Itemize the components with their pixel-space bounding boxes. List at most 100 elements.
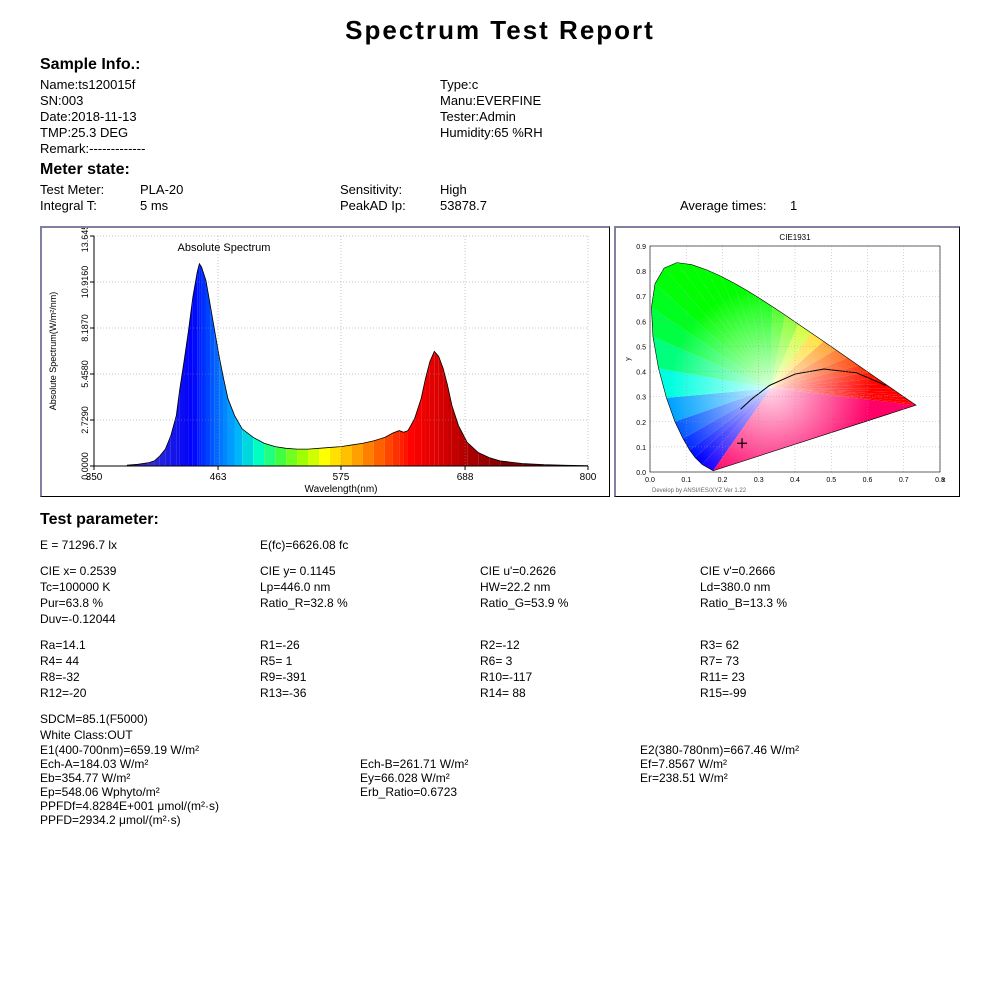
svg-text:0.2: 0.2 bbox=[717, 477, 727, 484]
sample-humidity: Humidity:65 %RH bbox=[440, 125, 960, 140]
param: CIE y= 0.1145 bbox=[260, 563, 480, 579]
param: CIE x= 0.2539 bbox=[40, 563, 260, 579]
svg-text:0.5: 0.5 bbox=[826, 477, 836, 484]
param: R11= 23 bbox=[700, 669, 920, 685]
sample-remark: Remark:------------- bbox=[40, 141, 440, 156]
param: R10=-117 bbox=[480, 669, 700, 685]
svg-text:Absolute Spectrum(W/m²/nm): Absolute Spectrum(W/m²/nm) bbox=[48, 292, 58, 411]
param: Ratio_G=53.9 % bbox=[480, 595, 700, 611]
param: E2(380-780nm)=667.46 W/m² bbox=[640, 743, 920, 757]
sample-tmp: TMP:25.3 DEG bbox=[40, 125, 440, 140]
param: R6= 3 bbox=[480, 653, 700, 669]
svg-text:0.8: 0.8 bbox=[636, 269, 646, 276]
svg-text:0.6: 0.6 bbox=[636, 319, 646, 326]
svg-text:0.5: 0.5 bbox=[636, 344, 646, 351]
svg-text:CIE1931: CIE1931 bbox=[779, 233, 811, 242]
param: R15=-99 bbox=[700, 685, 920, 701]
param: R5= 1 bbox=[260, 653, 480, 669]
sample-sn: SN:003 bbox=[40, 93, 440, 108]
param: R4= 44 bbox=[40, 653, 260, 669]
param: SDCM=85.1(F5000) bbox=[40, 711, 260, 727]
avg-label: Average times: bbox=[680, 198, 790, 213]
param: R12=-20 bbox=[40, 685, 260, 701]
param: R1=-26 bbox=[260, 637, 480, 653]
param: PPFD=2934.2 μmol/(m²·s) bbox=[40, 813, 360, 827]
svg-text:8.1870: 8.1870 bbox=[80, 314, 90, 342]
svg-text:Wavelength(nm): Wavelength(nm) bbox=[305, 484, 378, 495]
sensitivity-label: Sensitivity: bbox=[340, 182, 440, 197]
sample-type: Type:c bbox=[440, 77, 960, 92]
test-meter-label: Test Meter: bbox=[40, 182, 140, 197]
svg-text:0.4: 0.4 bbox=[636, 370, 646, 377]
svg-text:0.7: 0.7 bbox=[636, 294, 646, 301]
param: Ef=7.8567 W/m² bbox=[640, 757, 920, 771]
param: Ech-B=261.71 W/m² bbox=[360, 757, 640, 771]
svg-text:0.1: 0.1 bbox=[681, 477, 691, 484]
cie-chart: 0.0 0.1 0.2 0.3 0.4 0.5 0.6 0.7 0.8 0.0 0.1 0.2 0.3 0… bbox=[614, 226, 960, 497]
param: CIE v'=0.2666 bbox=[700, 563, 920, 579]
param: Ech-A=184.03 W/m² bbox=[40, 757, 360, 771]
param: R13=-36 bbox=[260, 685, 480, 701]
param: Tc=100000 K bbox=[40, 579, 260, 595]
param: E1(400-700nm)=659.19 W/m² bbox=[40, 743, 360, 757]
integral-t-label: Integral T: bbox=[40, 198, 140, 213]
param: R14= 88 bbox=[480, 685, 700, 701]
param: Pur=63.8 % bbox=[40, 595, 260, 611]
svg-text:463: 463 bbox=[210, 472, 227, 483]
svg-text:0.6: 0.6 bbox=[862, 477, 872, 484]
test-meter-val: PLA-20 bbox=[140, 182, 183, 197]
sample-info-header: Sample Info.: bbox=[40, 56, 960, 74]
svg-text:0.0: 0.0 bbox=[645, 477, 655, 484]
report-title: Spectrum Test Report bbox=[40, 15, 960, 46]
meter-state: Test Meter:PLA-20 Integral T:5 ms Sensit… bbox=[40, 181, 960, 214]
avg-val: 1 bbox=[790, 198, 797, 213]
param: PPFDf=4.8284E+001 μmol/(m²·s) bbox=[40, 799, 360, 813]
test-parameter-header: Test parameter: bbox=[40, 511, 960, 529]
param: E(fc)=6626.08 fc bbox=[260, 537, 480, 553]
svg-text:0.0000: 0.0000 bbox=[80, 452, 90, 480]
param: Erb_Ratio=0.6723 bbox=[360, 785, 640, 799]
param: White Class:OUT bbox=[40, 727, 260, 743]
param: Ra=14.1 bbox=[40, 637, 260, 653]
svg-text:0.9: 0.9 bbox=[636, 244, 646, 251]
svg-text:2.7290: 2.7290 bbox=[80, 406, 90, 434]
peakad-label: PeakAD Ip: bbox=[340, 198, 440, 213]
svg-text:0.4: 0.4 bbox=[790, 477, 800, 484]
sample-tester: Tester:Admin bbox=[440, 109, 960, 124]
param: Ld=380.0 nm bbox=[700, 579, 920, 595]
svg-text:688: 688 bbox=[457, 472, 474, 483]
svg-text:Develop by ANSI/IES/XYZ Ver 1.: Develop by ANSI/IES/XYZ Ver 1.22 bbox=[652, 488, 747, 494]
spectrum-chart: 3504635756888000.00002.72905.45808.18701… bbox=[40, 226, 610, 497]
integral-t-val: 5 ms bbox=[140, 198, 168, 213]
param: R7= 73 bbox=[700, 653, 920, 669]
svg-text:0.2: 0.2 bbox=[636, 420, 646, 427]
svg-text:0.3: 0.3 bbox=[753, 477, 763, 484]
param: Ep=548.06 Wphyto/m² bbox=[40, 785, 360, 799]
peakad-val: 53878.7 bbox=[440, 198, 487, 213]
param: R8=-32 bbox=[40, 669, 260, 685]
svg-text:0.0: 0.0 bbox=[636, 470, 646, 477]
param: Ratio_B=13.3 % bbox=[700, 595, 920, 611]
svg-text:5.4580: 5.4580 bbox=[80, 360, 90, 388]
param: Eb=354.77 W/m² bbox=[40, 771, 360, 785]
param: Ey=66.028 W/m² bbox=[360, 771, 640, 785]
sample-info: Name:ts120015f SN:003 Date:2018-11-13 TM… bbox=[40, 76, 960, 157]
param: Er=238.51 W/m² bbox=[640, 771, 920, 785]
svg-text:800: 800 bbox=[580, 472, 597, 483]
svg-text:575: 575 bbox=[333, 472, 350, 483]
test-parameters: E = 71296.7 lx E(fc)=6626.08 fc CIE x= 0… bbox=[40, 537, 960, 827]
param: R9=-391 bbox=[260, 669, 480, 685]
param: Lp=446.0 nm bbox=[260, 579, 480, 595]
svg-text:13.6450: 13.6450 bbox=[80, 228, 90, 252]
sample-manu: Manu:EVERFINE bbox=[440, 93, 960, 108]
svg-text:x: x bbox=[942, 477, 946, 484]
svg-text:0.3: 0.3 bbox=[636, 395, 646, 402]
svg-text:0.7: 0.7 bbox=[898, 477, 908, 484]
svg-text:0.1: 0.1 bbox=[636, 445, 646, 452]
param: Ratio_R=32.8 % bbox=[260, 595, 480, 611]
sample-name: Name:ts120015f bbox=[40, 77, 440, 92]
param: HW=22.2 nm bbox=[480, 579, 700, 595]
svg-text:y: y bbox=[625, 357, 632, 361]
param: R2=-12 bbox=[480, 637, 700, 653]
svg-text:10.9160: 10.9160 bbox=[80, 266, 90, 299]
